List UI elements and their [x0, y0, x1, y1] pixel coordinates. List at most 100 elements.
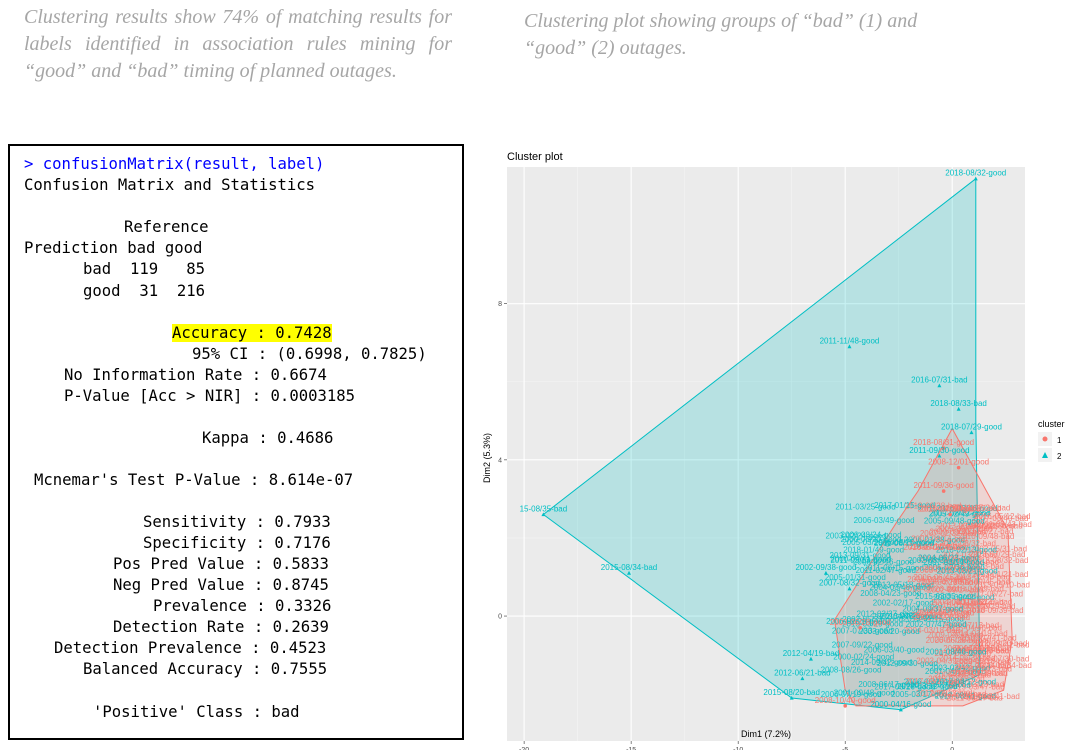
legend-key-1-icon [1042, 436, 1048, 442]
label-cloud-text: 2002-04/46-good [873, 612, 934, 621]
cluster-1-point [858, 625, 862, 630]
label-cloud-text: 2006-08/45-bad [912, 543, 969, 552]
label-cloud-text: 2004-03/14-bad [907, 575, 964, 584]
label-cloud-text: 2009-03/27-bad [935, 635, 992, 644]
point-label: 2018-08/32-good [945, 169, 1006, 178]
label-cloud-text: 2013-04/23-bad [917, 578, 974, 587]
cluster-1-point [941, 489, 946, 493]
label-cloud-text: 2012-09/30-good [877, 659, 938, 668]
point-label: 2015-08/20-bad [763, 688, 820, 697]
cluster-2-point [937, 453, 942, 458]
label-cloud-text: 2005-03/29-good [842, 538, 903, 547]
legend-label-1: 1 [1057, 436, 1062, 445]
label-cloud-text: 2005-03/17-good [891, 690, 952, 699]
label-cloud-text: 2016-03/46-good [937, 504, 998, 513]
label-cloud-text: 2014-02/41-bad [963, 692, 1020, 701]
matrix-row-good: good 31 216 [83, 282, 206, 300]
label-cloud-text: 2017-08/22-good [930, 508, 991, 517]
label-cloud-text: 2015-01/15-good [903, 614, 964, 623]
label-cloud-text: 2010-01/24-bad [909, 542, 966, 551]
label-cloud-text: 2010-01/44-bad [933, 600, 990, 609]
axes: -20 -15 -10 -5 0 0 4 8 [498, 301, 954, 750]
label-cloud-text: 2003-02/24-good [825, 531, 886, 540]
point-label: 2018-07/29-good [941, 423, 1002, 432]
point-label: 15-08/35-bad [520, 505, 568, 514]
stat-ppv: Pos Pred Value : 0.5833 [113, 555, 329, 573]
stat-prevalence: Prevalence : 0.3326 [153, 597, 332, 615]
label-cloud-text: 2018-06/26-bad [903, 585, 960, 594]
label-cloud-text: 2014-06/32-bad [939, 653, 996, 662]
label-cloud-text: 2007-02/32-bad [920, 529, 977, 538]
label-cloud-text: 2003-06/14-bad [954, 662, 1011, 671]
label-cloud-text: 2000-04/41-good [830, 554, 891, 563]
point-label: 2018-08/31-good [913, 438, 974, 447]
label-cloud-text: 2016-07/20-bad [903, 543, 960, 552]
cluster-2-point [847, 586, 852, 591]
label-cloud-text: 2003-08/20-good [859, 627, 920, 636]
label-cloud-text: 2017-08/41-good [935, 691, 996, 700]
point-label: 2015-08/34-bad [601, 563, 658, 572]
label-cloud-text: 2009-08/39-bad [951, 669, 1008, 678]
label-cloud-text: 2004-09/28-bad [915, 607, 972, 616]
label-cloud-text: 2010-04/29-bad [953, 647, 1010, 656]
label-cloud-text: 2016-09/13-bad [947, 562, 1004, 571]
point-label: 2018-08/33-bad [930, 399, 987, 408]
chart-title: Cluster plot [507, 151, 563, 163]
cluster-1-point [843, 704, 847, 708]
cluster-2-point [973, 176, 978, 181]
reference-header: Reference [124, 218, 209, 236]
label-cloud-text: 2013-08/32-bad [972, 556, 1029, 565]
x-tick-label: -20 [519, 747, 529, 750]
label-cloud-text: 2008-02/30-bad [930, 690, 987, 699]
label-cloud-text: 2013-02/48-bad [954, 573, 1011, 582]
grid-lines [507, 167, 1025, 741]
stat-kappa: Kappa : 0.4686 [202, 429, 334, 447]
label-cloud-text: 2005-02/49-good [929, 510, 990, 519]
label-cloud-text: 2011-03/13-good [830, 556, 890, 565]
label-cloud-text: 2017-06/12-good [935, 677, 996, 686]
label-cloud-text: 2003-03/30-bad [966, 522, 1023, 531]
label-cloud-text: 2016-05/12-bad [974, 512, 1031, 521]
label-cloud-text: 2003-09/25-bad [940, 693, 997, 702]
label-cloud-text: 2017-07/13-bad [916, 689, 973, 698]
label-cloud-text: 2015-09/45-bad [928, 675, 985, 684]
label-cloud-text: 2018-04/49-bad [947, 584, 1004, 593]
label-cloud-text: 2009-03/30-bad [927, 630, 984, 639]
label-cloud-text: 2013-05/18-good [873, 581, 934, 590]
point-label: 2011-11/48-good [820, 337, 880, 346]
label-cloud-text: 2004-04/11-bad [931, 598, 987, 607]
label-cloud-text: 2007-03/40-bad [972, 514, 1029, 523]
label-cloud-text: 2002-03/31-good [908, 556, 969, 565]
cluster-2-point [789, 695, 794, 700]
label-cloud-text: 2002-07/47-good [906, 620, 967, 629]
label-cloud-text: 2012-05/20-good [910, 681, 971, 690]
stat-balanced-accuracy: Balanced Accuracy : 0.7555 [83, 660, 328, 678]
label-cloud-text: 2006-03/40-good [864, 645, 925, 654]
point-label: 2011-09/30-good [909, 446, 969, 455]
label-cloud-text: 2004-03/18-bad [904, 626, 961, 635]
label-cloud-text: 2014-03/23-bad [948, 680, 1005, 689]
label-cloud-text: 2001-04/17-good [925, 667, 986, 676]
label-cloud-text: 2013-04/27-bad [957, 527, 1014, 536]
label-cloud-text: 2009-08/18-bad [955, 657, 1012, 666]
label-cloud-text: 2005-02/36-good [924, 563, 985, 572]
label-cloud-text: 2002-08/14-bad [911, 535, 968, 544]
label-cloud-text: 2014-01/18-bad [948, 669, 1005, 678]
label-cloud-text: 2000-02/24-good [833, 653, 894, 662]
label-cloud-text: 2009-07/13-bad [943, 621, 1000, 630]
accuracy-highlight: Accuracy : 0.7428 [172, 324, 332, 342]
label-cloud-text: 2015-03/35-good [915, 592, 976, 601]
label-cloud-text: 2016-06/16-good [904, 677, 965, 686]
label-cloud-text: 2018-07/29-bad [969, 550, 1025, 559]
label-cloud-text: 2007-09/45-bad [953, 577, 1010, 586]
r-console-output: > confusionMatrix(result, label) Confusi… [8, 144, 464, 740]
label-cloud-text: 2002-02/17-good [873, 598, 934, 607]
point-label: 2007-08/32-good [819, 579, 880, 588]
label-cloud-text: 2018-06/38-bad [905, 501, 962, 510]
label-cloud-text: 2002-09/14-bad [927, 585, 984, 594]
label-cloud-text: 2018-01/49-good [843, 545, 904, 554]
stat-npv: Neg Pred Value : 0.8745 [113, 576, 329, 594]
stat-accuracy: Accuracy : 0.7428 [172, 323, 332, 343]
stat-detection-prevalence: Detection Prevalence : 0.4523 [54, 639, 327, 657]
label-cloud-text: 2012-09/20-bad [971, 639, 1028, 648]
